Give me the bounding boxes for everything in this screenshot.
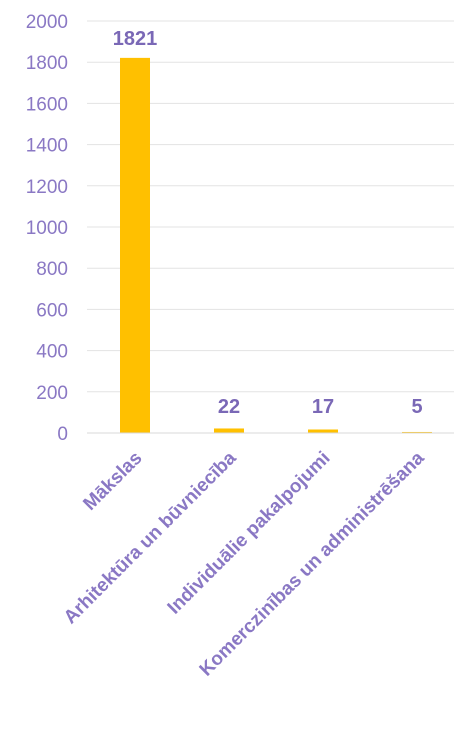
data-labels: 1821 22 17 5 [113,28,423,418]
x-tick-label: Individuālie pakalpojumi [164,448,335,619]
data-label: 5 [411,396,422,418]
y-tick-label: 800 [36,259,68,280]
y-tick-label: 1000 [26,218,68,239]
y-tick-label: 1200 [26,177,68,198]
bar [214,428,244,433]
data-label: 17 [312,396,334,418]
data-label: 1821 [113,28,158,50]
y-tick-label: 400 [36,342,68,363]
bar [402,431,432,433]
bars [120,57,432,434]
y-tick-label: 1800 [26,53,68,74]
y-tick-label: 2000 [26,12,68,33]
y-tick-label: 600 [36,300,68,321]
y-tick-label: 1600 [26,94,68,115]
y-tick-label: 200 [36,383,68,404]
y-axis: 0 200 400 600 800 1000 1200 1400 1600 1800 2000 [26,12,68,445]
data-label: 22 [218,396,240,418]
x-tick-label: Arhitektūra un būvniecība [60,447,241,628]
bar [120,57,150,434]
y-tick-label: 0 [57,424,68,445]
bar [308,429,338,433]
x-tick-label: Mākslas [79,448,146,515]
y-tick-label: 1400 [26,136,68,157]
